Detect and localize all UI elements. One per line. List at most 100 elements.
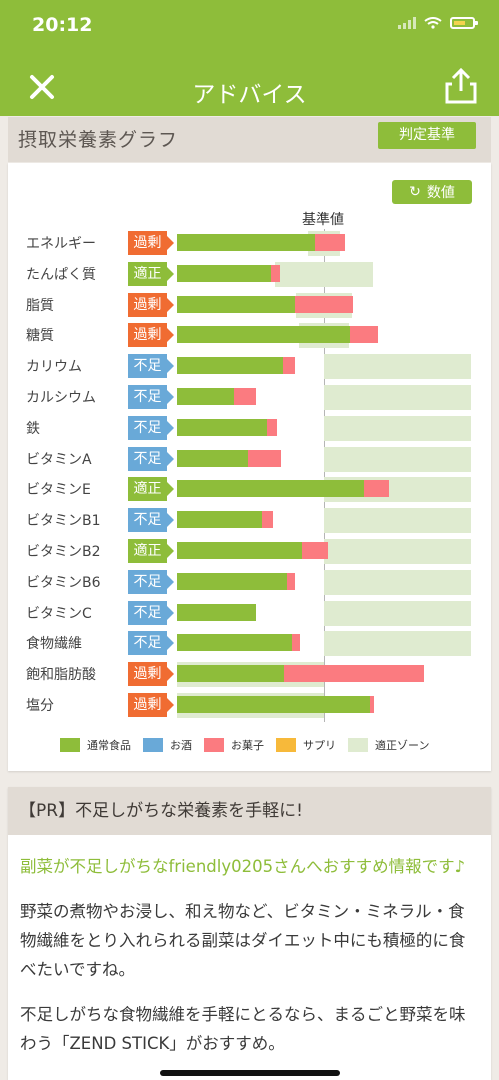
status-time: 20:12 [32, 14, 93, 36]
status-badge: 不足 [128, 569, 174, 594]
nutrient-label: 塩分 [26, 698, 54, 714]
bar-segment [177, 665, 285, 683]
nutrient-label: たんぱく質 [26, 266, 96, 283]
bar-segment [287, 572, 295, 590]
bar-segment [177, 234, 316, 251]
page-title: アドバイス [192, 82, 307, 108]
appropriate-zone [324, 354, 471, 380]
battery-icon [450, 16, 478, 29]
status-badge: 不足 [128, 631, 174, 656]
bar-segment [315, 234, 345, 251]
bar-segment [363, 480, 389, 498]
nutrient-label: 脂質 [26, 297, 54, 314]
status-badge: 不足 [128, 508, 174, 533]
bar-segment [262, 511, 273, 529]
bar-segment [266, 418, 277, 436]
bar-segment [369, 696, 374, 713]
status-badge: 不足 [128, 600, 174, 625]
appropriate-zone [324, 539, 471, 564]
bar-segment [282, 357, 295, 375]
legend-item-snacks: お菓子 [204, 737, 264, 753]
close-icon[interactable] [25, 70, 59, 104]
nutrient-label: ビタミンB1 [26, 513, 101, 530]
pr-highlight: 副菜が不足しがちなfriendly0205さんへおすすめ情報です♪ [20, 857, 466, 876]
appropriate-zone [324, 385, 471, 410]
nutrient-label: カリウム [26, 359, 82, 376]
legend-item-alcohol: お酒 [143, 737, 192, 753]
nutrient-row: ビタミンB6 不足 [8, 568, 491, 598]
bar-segment [177, 326, 351, 344]
pr-paragraph-2: 不足しがちな食物繊維を手軽にとるなら、まるごと野菜を味わう「ZEND STICK… [20, 1005, 466, 1053]
status-badge: 適正 [128, 261, 174, 286]
bar-segment [177, 388, 235, 405]
nutrient-row: ビタミンE 適正 [8, 475, 491, 505]
nutrient-label: 食物繊維 [26, 636, 82, 653]
nutrient-row: エネルギー 過剰 [8, 229, 491, 259]
baseline-line [324, 229, 325, 722]
nutrient-row: ビタミンB1 不足 [8, 506, 491, 536]
bar-segment [177, 572, 288, 590]
appropriate-zone [324, 415, 471, 441]
nutrient-chart-card: ↻ 数値 基準値 エネルギー 過剰 たんぱく質 適正 脂質 過剰 糖質 過剰 カリウム 不足 カルシウ… [8, 163, 491, 771]
refresh-icon: ↻ [409, 184, 421, 200]
chart-legend: 通常食品 お酒 お菓子 サプリ 適正ゾーン [60, 737, 429, 753]
share-icon[interactable] [443, 66, 479, 106]
bar-segment [294, 295, 354, 313]
baseline-label: 基準値 [302, 212, 344, 228]
nutrient-row: 脂質 過剰 [8, 291, 491, 321]
status-badge: 不足 [128, 354, 174, 379]
bar-segment [177, 264, 272, 282]
app-header: 20:12 アドバイス [0, 0, 499, 116]
bar-segment [271, 264, 280, 282]
status-badge: 過剰 [128, 662, 174, 687]
bar-segment [177, 542, 302, 559]
bar-segment [177, 603, 257, 621]
nutrient-chart-header: 摂取栄養素グラフ 判定基準 [8, 117, 491, 162]
nutrient-row: たんぱく質 適正 [8, 260, 491, 290]
bar-segment [177, 511, 263, 529]
nutrient-label: ビタミンA [26, 451, 92, 468]
status-badge: 不足 [128, 446, 174, 471]
nutrient-row: カリウム 不足 [8, 352, 491, 382]
status-badge: 適正 [128, 477, 174, 502]
appropriate-zone [324, 600, 471, 626]
nutrient-label: ビタミンB6 [26, 574, 101, 591]
bar-segment [284, 665, 424, 683]
legend-item-appropriate-zone: 適正ゾーン [348, 737, 429, 753]
nutrient-row: 鉄 不足 [8, 414, 491, 444]
bar-segment [177, 634, 292, 652]
status-badge: 過剰 [128, 323, 174, 348]
appropriate-zone [324, 569, 471, 595]
status-badge: 過剰 [128, 231, 174, 255]
bar-segment [350, 326, 379, 344]
nutrient-label: 鉄 [26, 420, 40, 437]
numbers-button[interactable]: ↻ 数値 [392, 180, 472, 204]
pr-title: 【PR】不足しがちな栄養素を手軽に! [8, 787, 491, 835]
nutrient-label: エネルギー [26, 236, 96, 252]
nutrient-label: 飽和脂肪酸 [26, 667, 96, 684]
bar-segment [177, 357, 283, 375]
status-badge: 不足 [128, 415, 174, 440]
bar-segment [234, 388, 257, 405]
nutrient-label: ビタミンC [26, 605, 92, 622]
nutrient-row: 糖質 過剰 [8, 321, 491, 351]
bar-segment [247, 449, 282, 467]
legend-item-supplements: サプリ [276, 737, 336, 753]
home-indicator [160, 1070, 340, 1076]
nutrient-row: 食物繊維 不足 [8, 629, 491, 659]
cellular-signal-icon [398, 16, 416, 29]
numbers-button-label: 数値 [426, 185, 455, 201]
nutrient-row: 塩分 過剰 [8, 691, 491, 721]
nutrient-row: ビタミンB2 適正 [8, 537, 491, 567]
bar-segment [177, 449, 248, 467]
appropriate-zone [275, 261, 373, 287]
status-badge: 不足 [128, 385, 174, 409]
bar-segment [177, 295, 295, 313]
nutrient-label: ビタミンE [26, 482, 91, 499]
nutrient-label: 糖質 [26, 328, 54, 345]
nutrient-label: カルシウム [26, 390, 96, 406]
nutrient-row: 飽和脂肪酸 過剰 [8, 660, 491, 690]
legend-item-regular-food: 通常食品 [60, 737, 131, 753]
status-icons [398, 16, 478, 29]
criteria-button[interactable]: 判定基準 [378, 122, 476, 149]
